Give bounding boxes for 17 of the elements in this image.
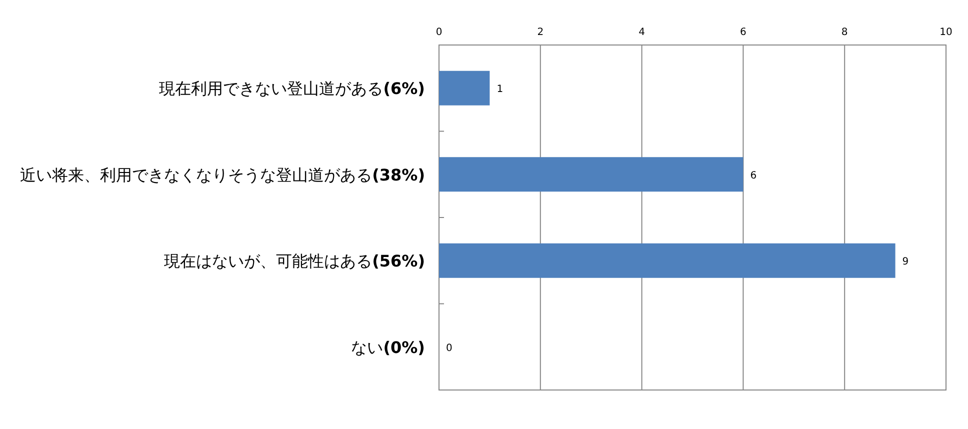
y-tick-label: ない(0%) (351, 338, 425, 357)
y-tick-label: 近い将来、利用できなくなりそうな登山道がある(38%) (20, 165, 425, 184)
x-tick-label: 0 (436, 27, 442, 38)
bar (439, 243, 896, 278)
data-label: 0 (446, 342, 452, 354)
x-tick-label: 6 (740, 27, 746, 38)
data-label: 9 (902, 256, 909, 268)
bar (439, 157, 744, 192)
data-label: 6 (750, 170, 757, 182)
x-tick-label: 10 (940, 27, 952, 38)
x-tick-label: 4 (638, 27, 645, 38)
bar (439, 70, 490, 106)
x-tick-label: 2 (537, 27, 544, 38)
y-tick-label: 現在利用できない登山道がある(6%) (159, 79, 425, 98)
y-tick-label: 現在はないが、可能性はある(56%) (164, 252, 425, 271)
data-label: 1 (496, 84, 504, 96)
x-tick-label: 8 (841, 27, 848, 38)
